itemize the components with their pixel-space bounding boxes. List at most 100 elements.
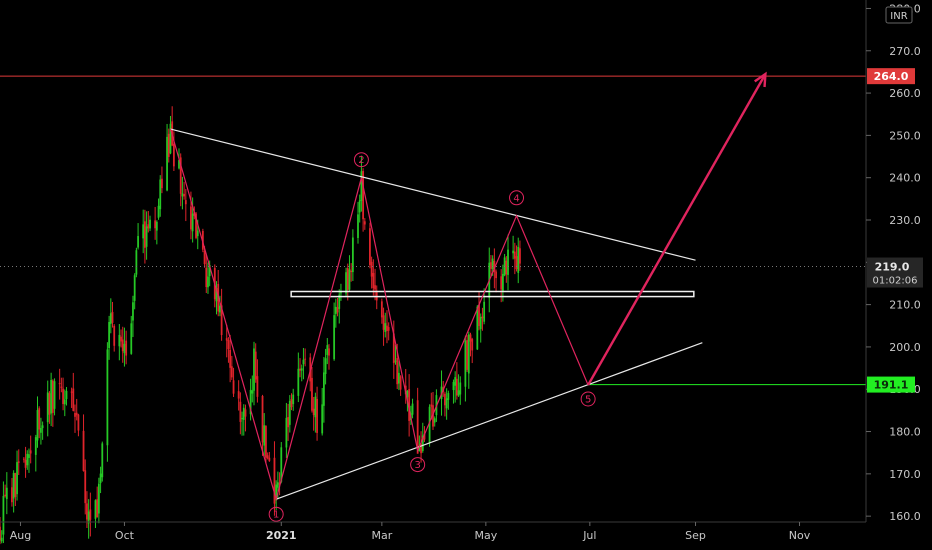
candle-body bbox=[229, 349, 232, 368]
candle bbox=[84, 459, 87, 515]
candle-body bbox=[491, 258, 494, 269]
candle bbox=[338, 289, 341, 324]
candle bbox=[300, 364, 303, 382]
candle bbox=[207, 262, 209, 294]
candle-body bbox=[512, 250, 515, 254]
candle-body bbox=[287, 417, 289, 428]
candle-body bbox=[154, 220, 157, 229]
candle bbox=[77, 413, 80, 437]
candle bbox=[41, 421, 44, 440]
time-tick-label: Sep bbox=[685, 529, 706, 542]
candle-body bbox=[99, 473, 102, 484]
candle bbox=[334, 298, 337, 328]
candle-body bbox=[242, 407, 245, 420]
candle-body bbox=[179, 157, 182, 194]
candle-body bbox=[394, 360, 397, 362]
candle-body bbox=[89, 509, 92, 520]
candle-body bbox=[0, 526, 1, 541]
candle bbox=[130, 315, 133, 355]
candle bbox=[242, 404, 245, 436]
candle bbox=[219, 295, 221, 317]
candle-body bbox=[276, 482, 279, 488]
time-tick-label: 2021 bbox=[266, 529, 297, 542]
candle-body bbox=[392, 333, 395, 364]
candle-body bbox=[205, 267, 208, 287]
time-tick-label: Nov bbox=[789, 529, 811, 542]
candle bbox=[302, 347, 305, 380]
candle-body bbox=[109, 313, 112, 324]
candle bbox=[99, 466, 102, 494]
candle bbox=[137, 223, 139, 250]
candle bbox=[503, 254, 506, 277]
candle-body bbox=[22, 458, 25, 460]
candle-body bbox=[350, 270, 353, 273]
candle-body bbox=[97, 483, 100, 514]
candle-body bbox=[86, 503, 88, 520]
candle-body bbox=[207, 276, 209, 288]
candle bbox=[351, 229, 354, 282]
candle bbox=[268, 452, 271, 462]
candle-body bbox=[72, 388, 75, 411]
support-price-tag-text: 191.1 bbox=[874, 379, 909, 392]
candle-body bbox=[420, 443, 422, 454]
candle-body bbox=[382, 315, 385, 330]
candle bbox=[169, 115, 172, 155]
price-tags: 264.0 191.1 219.0 01:02:06 bbox=[867, 68, 923, 393]
candle bbox=[384, 312, 387, 338]
candle bbox=[333, 302, 336, 361]
candle-body bbox=[372, 272, 375, 289]
candle bbox=[326, 338, 329, 365]
candle-body bbox=[50, 379, 53, 414]
candle-body bbox=[167, 133, 170, 157]
candle-body bbox=[328, 348, 330, 356]
candle bbox=[121, 326, 124, 363]
candle-body bbox=[423, 433, 426, 440]
time-axis[interactable]: Aug Oct 2021 Mar May Jul Sep Nov bbox=[0, 521, 866, 542]
candle bbox=[280, 442, 283, 484]
candle bbox=[360, 155, 363, 212]
candle bbox=[229, 334, 232, 383]
wave-label-text: 4 bbox=[513, 193, 519, 204]
candle bbox=[75, 398, 78, 421]
candle bbox=[363, 218, 366, 230]
candle bbox=[256, 359, 259, 403]
candle-body bbox=[244, 409, 247, 417]
candle-body bbox=[130, 323, 133, 354]
wave-label-circle bbox=[580, 391, 596, 407]
candle bbox=[254, 343, 257, 383]
candle-body bbox=[120, 336, 122, 342]
candle-body bbox=[275, 484, 278, 501]
candle bbox=[505, 256, 508, 283]
candle bbox=[50, 372, 53, 427]
currency-badge[interactable]: INR bbox=[885, 6, 913, 24]
candle-body bbox=[265, 426, 267, 458]
candle-body bbox=[159, 179, 162, 210]
candle bbox=[420, 431, 422, 463]
candle-body bbox=[316, 398, 318, 433]
candle bbox=[517, 237, 520, 284]
candle-body bbox=[363, 221, 366, 225]
candle-body bbox=[358, 200, 361, 213]
candle bbox=[290, 393, 293, 411]
candle bbox=[297, 352, 300, 403]
candle bbox=[94, 499, 97, 529]
candle-body bbox=[268, 457, 271, 461]
candle-body bbox=[2, 495, 5, 535]
candle bbox=[157, 198, 160, 220]
candle bbox=[111, 301, 114, 328]
candle bbox=[239, 392, 242, 435]
candle-body bbox=[469, 334, 472, 342]
candle bbox=[82, 414, 85, 472]
candle bbox=[74, 404, 76, 433]
candle-body bbox=[507, 249, 509, 275]
candle-body bbox=[481, 316, 484, 319]
price-tick-label: 250.0 bbox=[889, 129, 921, 142]
candle bbox=[108, 315, 111, 360]
candle-body bbox=[505, 260, 508, 275]
candle bbox=[278, 472, 281, 496]
candle bbox=[181, 176, 184, 210]
candle bbox=[261, 394, 264, 456]
candle bbox=[481, 307, 484, 331]
candle-body bbox=[288, 400, 291, 425]
